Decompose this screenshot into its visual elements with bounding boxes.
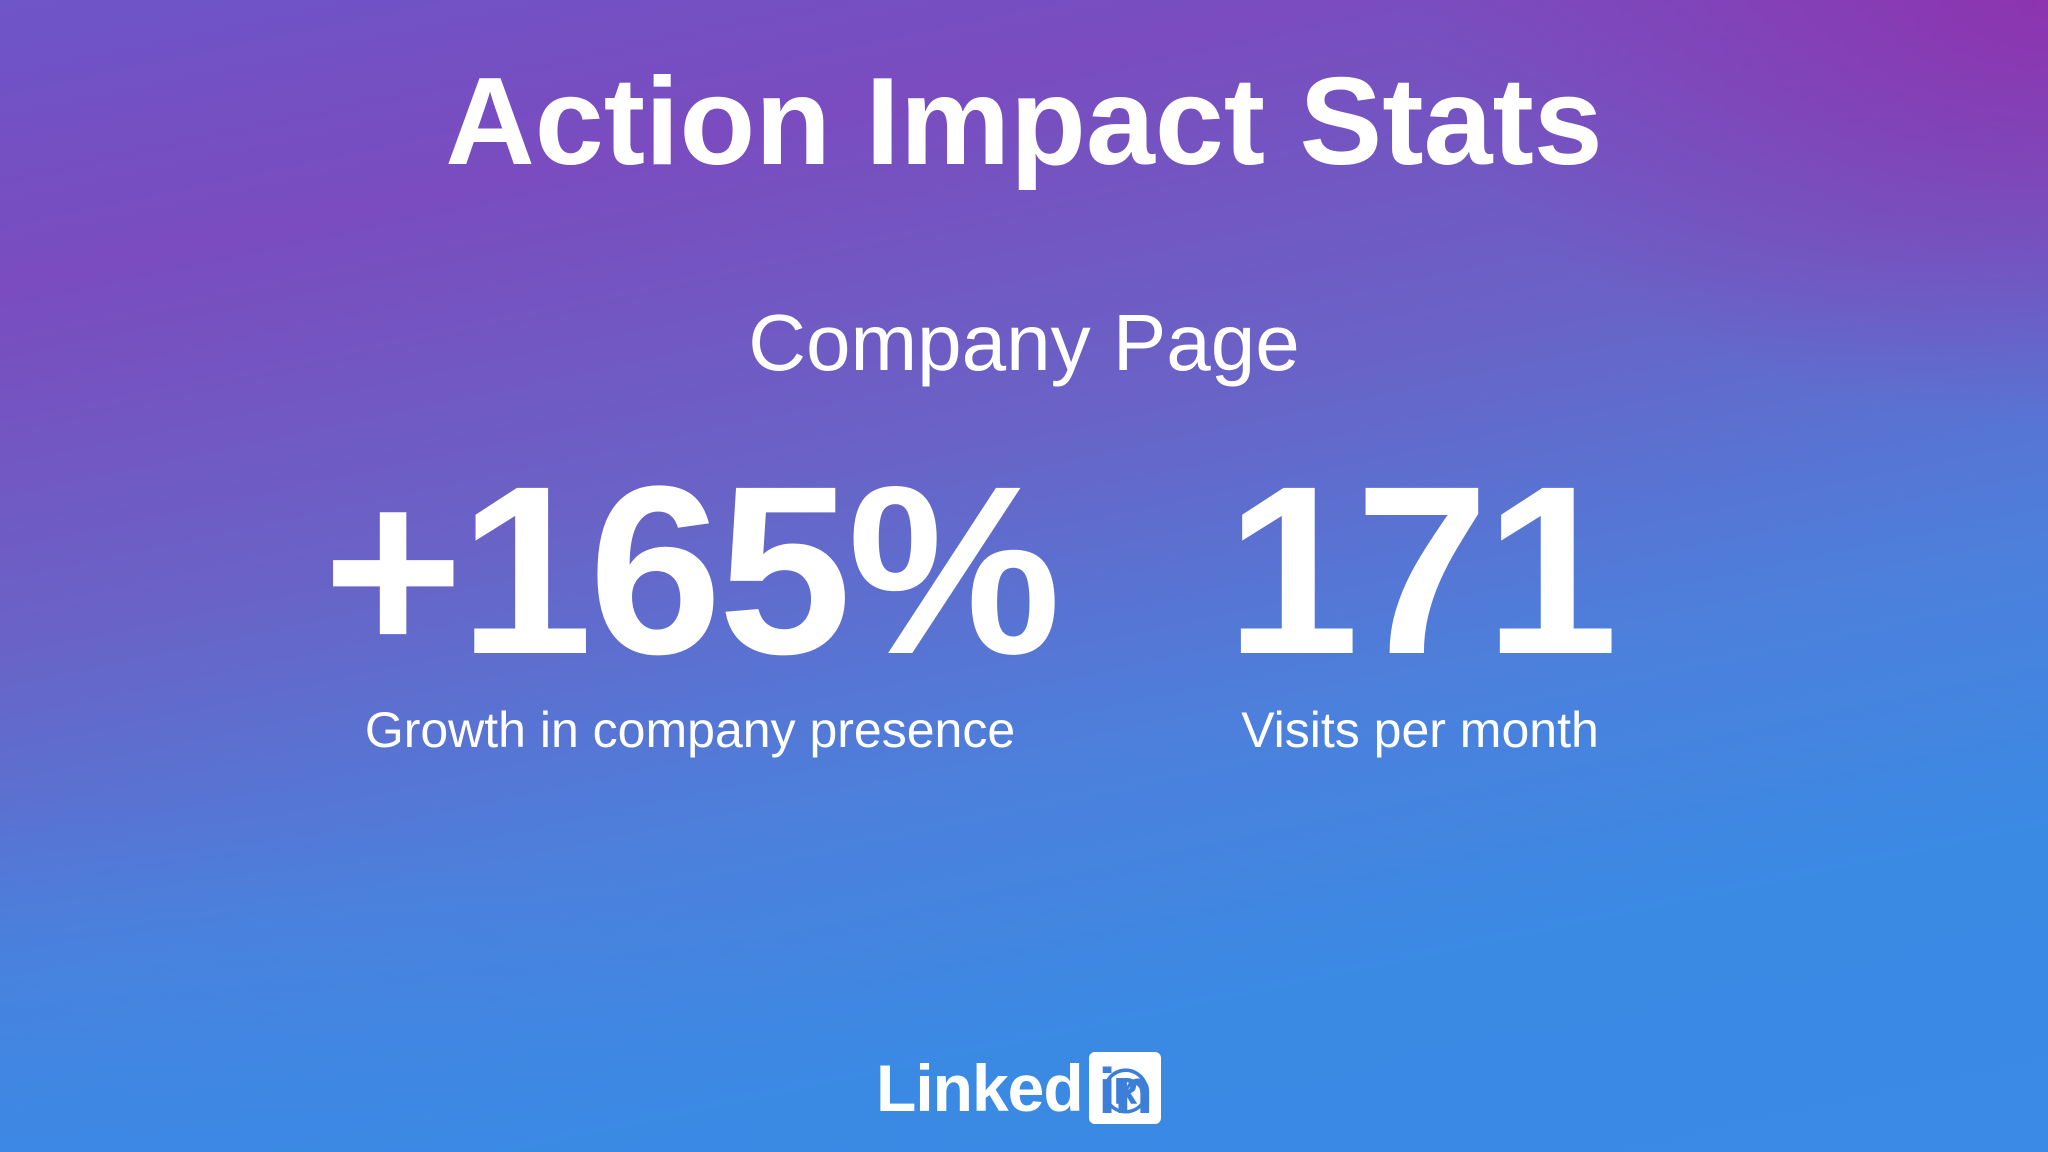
stat-growth: +165% Growth in company presence: [320, 436, 1061, 760]
logo-in-text: in: [1098, 1055, 1153, 1127]
stat-growth-value: +165%: [323, 436, 1061, 704]
logo-in-box: in ®: [1088, 1052, 1161, 1127]
stat-visits-value: 171: [1225, 436, 1618, 704]
linkedin-logo-icon: Linked in ®: [876, 1051, 1161, 1127]
stat-visits: 171 Visits per month: [1220, 450, 1620, 760]
stat-visits-label: Visits per month: [1241, 702, 1599, 758]
slide-title: Action Impact Stats: [445, 53, 1603, 191]
logo-wordmark: Linked: [876, 1051, 1084, 1125]
stat-growth-label: Growth in company presence: [364, 702, 1016, 758]
slide-subtitle: Company Page: [748, 298, 1300, 387]
trademark-icon: ®: [1102, 1055, 1149, 1127]
